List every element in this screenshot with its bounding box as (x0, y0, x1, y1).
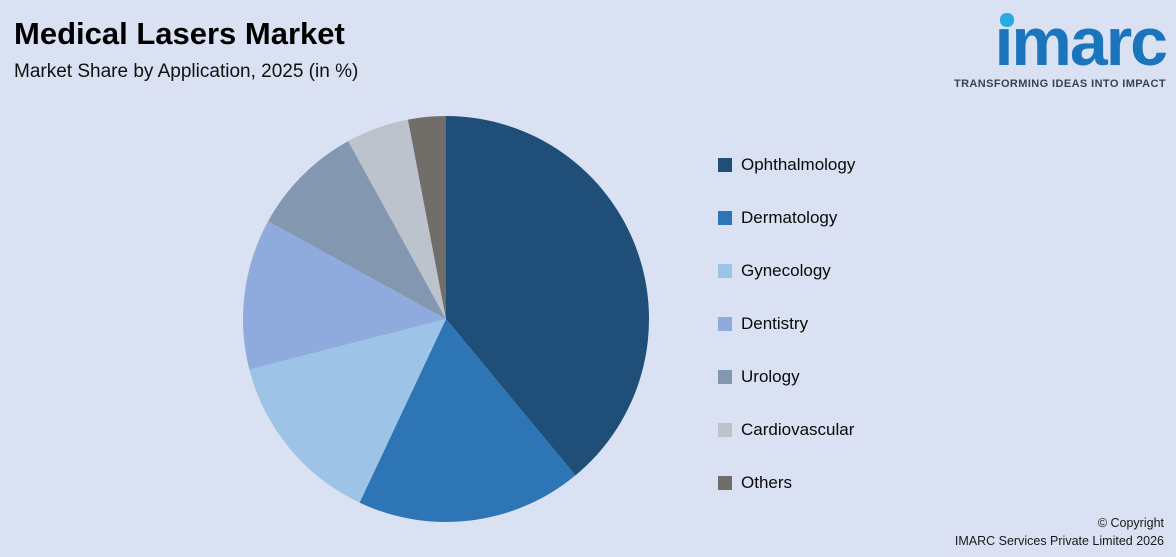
title-block: Medical Lasers Market Market Share by Ap… (14, 16, 358, 83)
copyright: © Copyright IMARC Services Private Limit… (955, 514, 1164, 550)
pie-slice-ophthalmology (446, 116, 649, 476)
pie-chart (243, 116, 649, 522)
legend-label: Dentistry (741, 314, 809, 333)
legend-swatch-icon (718, 423, 732, 437)
copyright-line1: © Copyright (1097, 515, 1164, 530)
legend-swatch-icon (718, 264, 732, 278)
legend-label: Others (741, 473, 793, 492)
legend-label: Cardiovascular (741, 420, 855, 439)
pie-slice-urology (268, 141, 446, 319)
imarc-logo: ımarc TRANSFORMING IDEAS INTO IMPACT (953, 8, 1168, 90)
imarc-tagline: TRANSFORMING IDEAS INTO IMPACT (953, 78, 1166, 90)
imarc-wordmark: ımarc (994, 4, 1168, 80)
legend-item-dermatology: Dermatology (718, 208, 855, 228)
legend-label: Ophthalmology (741, 155, 856, 174)
pie-slice-gynecology (249, 319, 446, 503)
legend-swatch-icon (718, 476, 732, 490)
legend-label: Dermatology (741, 208, 838, 227)
copyright-line2: IMARC Services Private Limited 2026 (954, 533, 1164, 548)
legend-item-others: Others (718, 473, 855, 493)
pie-slice-cardiovascular (348, 119, 446, 319)
legend-item-cardiovascular: Cardiovascular (718, 420, 855, 440)
legend-swatch-icon (718, 158, 732, 172)
legend-item-ophthalmology: Ophthalmology (718, 155, 855, 175)
page-title: Medical Lasers Market (14, 16, 345, 51)
legend-item-dentistry: Dentistry (718, 314, 855, 334)
page-subtitle: Market Share by Application, 2025 (in %) (14, 60, 359, 82)
imarc-wordmark-wrap: ımarc (995, 8, 1168, 76)
legend-swatch-icon (718, 211, 732, 225)
pie-slice-others (407, 116, 446, 319)
legend-item-gynecology: Gynecology (718, 261, 855, 281)
pie-chart-container (243, 116, 649, 522)
legend-item-urology: Urology (718, 367, 855, 387)
legend-swatch-icon (718, 370, 732, 384)
legend-label: Gynecology (741, 261, 831, 280)
legend-label: Urology (741, 367, 800, 386)
pie-slice-dermatology (359, 319, 576, 522)
legend-swatch-icon (718, 317, 732, 331)
imarc-logo-dot-icon (999, 13, 1014, 27)
legend: Ophthalmology Dermatology Gynecology Dentis… (718, 155, 855, 493)
pie-slice-dentistry (243, 221, 446, 370)
